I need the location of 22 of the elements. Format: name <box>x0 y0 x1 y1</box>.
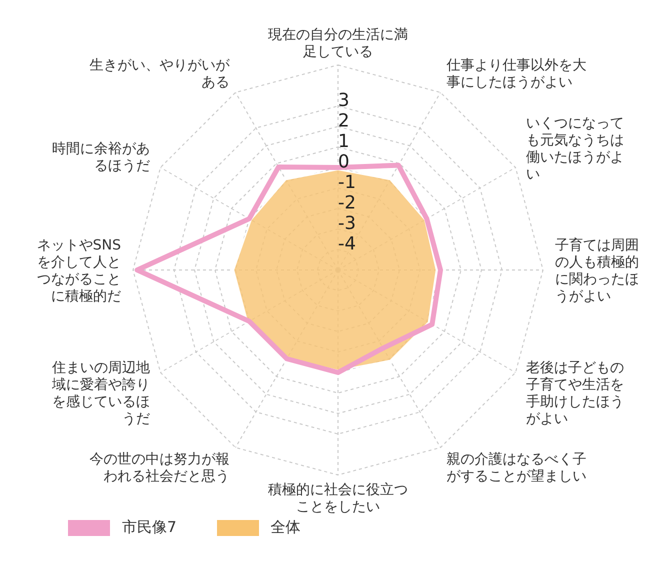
legend-label: 全体 <box>270 518 301 537</box>
spoke-label: 今の世の中は努力が報われる社会だと思う <box>90 452 230 485</box>
spoke-label: ネットやSNSを介して人とつながることに積極的だ <box>36 238 122 304</box>
spoke-label: 老後は子どもの子育てや生活を手助けしたほうがよい <box>526 360 624 427</box>
spoke-label: 時間に余裕があるほうだ <box>52 140 150 174</box>
legend-label: 市民像7 <box>122 518 177 537</box>
spoke-label: 仕事より仕事以外を大事にしたほうがよい <box>446 57 586 90</box>
spoke-label: いくつになっても元気なうちは働いたほうがよい <box>526 115 624 182</box>
y-tick-label: 1 <box>338 131 350 152</box>
spoke-label: 子育ては周囲の人も積極的に関わったほうがよい <box>555 236 639 304</box>
spoke-label: 生きがい、やりがいがある <box>90 57 230 90</box>
y-tick-label: 2 <box>338 110 350 132</box>
spoke-label: 住まいの周辺地域に愛着や誇りを感じているほうだ <box>51 360 150 427</box>
y-tick-label: -3 <box>338 213 356 234</box>
spoke-label: 積極的に社会に役立つことをしたい <box>268 482 408 515</box>
y-tick-label: 3 <box>338 90 350 111</box>
spoke-label: 現在の自分の生活に満足している <box>268 27 408 60</box>
spoke-label: 親の介護はなるべく子がすることが望ましい <box>446 452 586 485</box>
y-tick-label: -1 <box>338 172 356 193</box>
y-tick-label: -2 <box>338 192 356 214</box>
y-tick-label: -4 <box>338 234 356 254</box>
y-tick-label: 0 <box>338 152 350 172</box>
